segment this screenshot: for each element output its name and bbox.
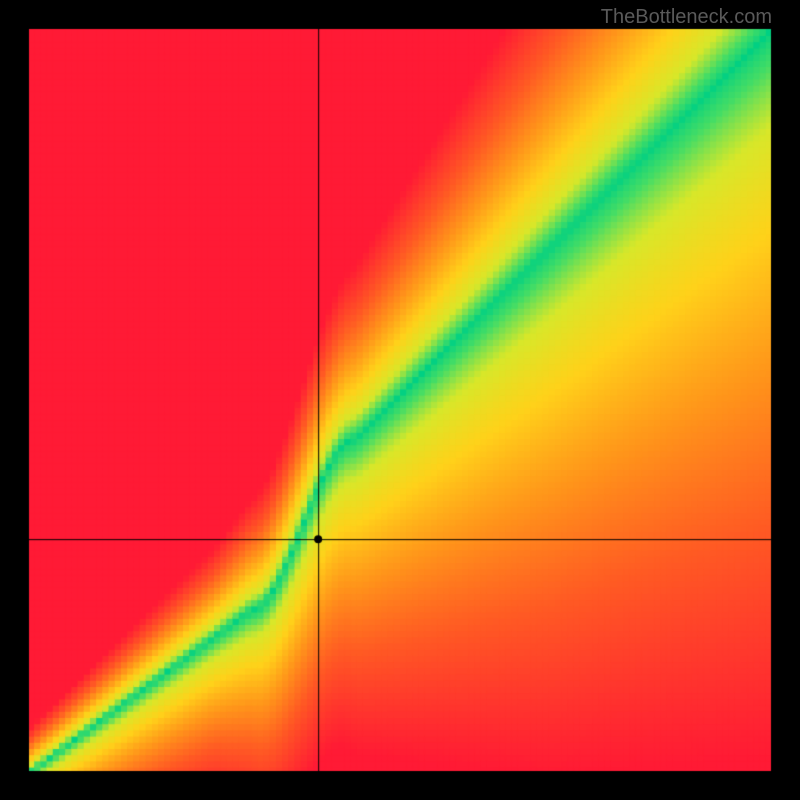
heatmap-plot [28,28,772,772]
watermark-text: TheBottleneck.com [601,6,772,29]
heatmap-canvas [28,28,772,772]
